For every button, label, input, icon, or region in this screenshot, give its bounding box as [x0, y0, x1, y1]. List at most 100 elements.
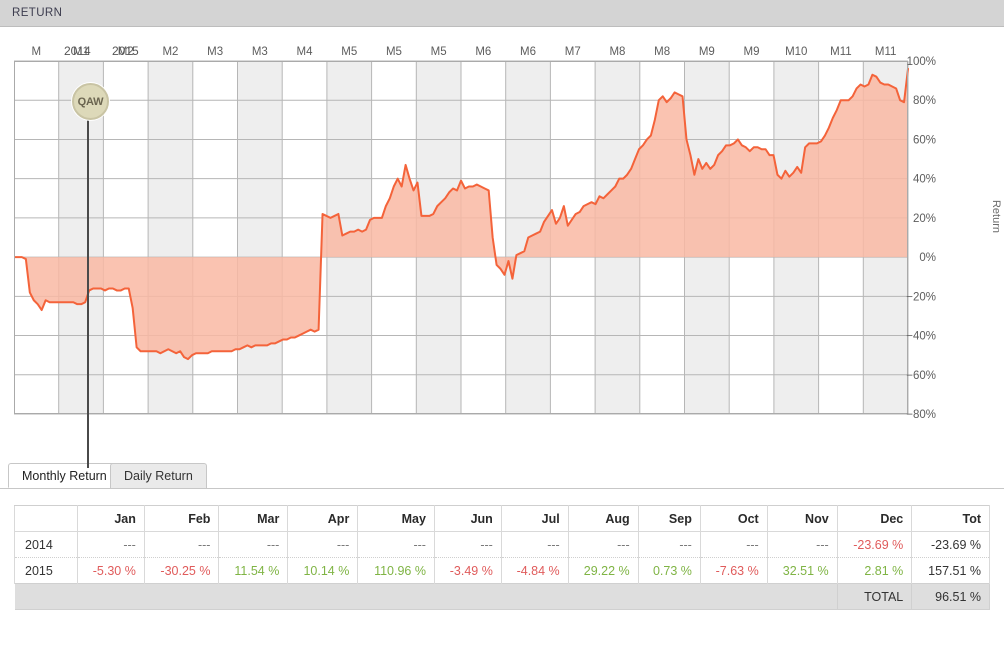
monthly-return-table: Jan Feb Mar Apr May Jun Jul Aug Sep Oct Nov Dec Tot … — [14, 505, 990, 610]
y-tick-label: 60% — [913, 134, 936, 146]
panel-titlebar: RETURN — [0, 0, 1004, 27]
table-column-header[interactable]: Sep — [637, 505, 701, 532]
x-tick-label: M9 — [699, 46, 715, 58]
x-tick-label: M11 — [875, 46, 897, 58]
table-cell-return: -7.63 % — [699, 557, 768, 584]
table-column-header[interactable]: Jan — [77, 505, 145, 532]
table-cell-return: 29.22 % — [567, 557, 639, 584]
table-cell-return: --- — [699, 531, 768, 558]
table-cell-return: --- — [637, 531, 701, 558]
x-tick-label: M2 — [162, 46, 178, 58]
x-tick-label: M6 — [475, 46, 491, 58]
table-footer-spacer — [77, 583, 145, 610]
table-column-header[interactable]: Oct — [699, 505, 768, 532]
table-footer-spacer — [14, 583, 78, 610]
table-cell-return: -23.69 % — [836, 531, 913, 558]
table-cell-return: 11.54 % — [218, 557, 289, 584]
x-tick-label: M5 — [431, 46, 447, 58]
table-footer-spacer — [287, 583, 358, 610]
table-foot: TOTAL 96.51 % — [14, 583, 990, 610]
y-tick-label: 0% — [919, 252, 936, 264]
y-tick-label: −60% — [906, 370, 936, 382]
chart-area-fill — [14, 68, 908, 360]
table-column-header[interactable]: Aug — [567, 505, 639, 532]
table-column-header[interactable]: Nov — [766, 505, 838, 532]
table-cell-return: -5.30 % — [77, 557, 145, 584]
tab-daily-return[interactable]: Daily Return — [110, 463, 207, 488]
chart-frame — [14, 61, 908, 414]
table-column-header[interactable]: Jun — [433, 505, 502, 532]
chart-column-band — [58, 61, 104, 414]
return-area-chart[interactable]: M M1 M2 M2 M3 M3 M4 M5 M5 M5 M6 M6 M7 M8 M8 M9 M9 M10 M11 M… — [14, 41, 963, 444]
y-tick-label: 20% — [913, 213, 936, 225]
x-tick-label: M3 — [207, 46, 223, 58]
table-cell-return: 0.73 % — [637, 557, 701, 584]
table-footer-spacer — [434, 583, 502, 610]
tab-monthly-return[interactable]: Monthly Return — [8, 463, 121, 488]
table-footer-spacer — [700, 583, 768, 610]
table-row-year: 2014 — [14, 531, 78, 558]
x-tick-label: M6 — [520, 46, 536, 58]
table-cell-return: 10.14 % — [287, 557, 359, 584]
table-column-header[interactable]: Tot — [911, 505, 990, 532]
chart-column-band — [237, 61, 283, 414]
table-footer-spacer — [767, 583, 838, 610]
table-corner-header[interactable] — [14, 505, 78, 532]
table-column-header[interactable]: Feb — [143, 505, 220, 532]
event-marker-qaw[interactable]: QAW — [72, 83, 109, 120]
chart-column-band — [282, 61, 327, 414]
table-row[interactable]: 2014 --- --- --- --- --- --- --- --- --- --- --- -23… — [14, 531, 990, 558]
y-tick-label: −20% — [906, 291, 936, 303]
chart-year-label-2014: 2014 — [64, 44, 91, 58]
table-cell-return: -23.69 % — [911, 531, 990, 558]
table-footer-spacer — [218, 583, 288, 610]
table-cell-return: -30.25 % — [143, 557, 220, 584]
table-footer-spacer — [357, 583, 435, 610]
table-cell-return: -4.84 % — [500, 557, 569, 584]
table-row[interactable]: 2015 -5.30 % -30.25 % 11.54 % 10.14 % 110.96 … — [14, 557, 990, 584]
x-tick-label: M5 — [386, 46, 402, 58]
x-tick-label: M9 — [744, 46, 760, 58]
table-cell-return: --- — [218, 531, 289, 558]
x-tick-label: M4 — [297, 46, 314, 58]
table-total-row: TOTAL 96.51 % — [14, 583, 990, 610]
chart-column-band — [103, 61, 149, 414]
x-tick-label: M1 — [73, 46, 89, 58]
x-tick-label: M8 — [654, 46, 670, 58]
chart-column-band — [192, 61, 238, 414]
chart-panel: 2014 2015 QAW M M1 M2 M2 M3 M3 M4 M5 M5 M5 M6 M6 M7 M… — [0, 28, 1004, 468]
table-column-header[interactable]: Jul — [500, 505, 569, 532]
table-column-header[interactable]: Apr — [287, 505, 359, 532]
table-cell-return: --- — [77, 531, 145, 558]
table-footer-spacer — [638, 583, 701, 610]
table-header-row: Jan Feb Mar Apr May Jun Jul Aug Sep Oct Nov Dec Tot — [14, 505, 990, 532]
y-axis-title: Return — [990, 199, 1002, 233]
event-marker-stem — [87, 83, 89, 468]
table-column-header[interactable]: May — [357, 505, 435, 532]
table-footer-spacer — [501, 583, 569, 610]
x-tick-label: M10 — [785, 46, 807, 58]
table-total-value: 96.51 % — [911, 583, 990, 610]
table-total-label: TOTAL — [836, 583, 913, 610]
table-cell-return: 157.51 % — [911, 557, 990, 584]
x-tick-label: M — [32, 46, 42, 58]
table-cell-return: --- — [567, 531, 639, 558]
table-footer-spacer — [568, 583, 639, 610]
y-tick-label: 40% — [913, 174, 936, 186]
returns-tabbar: Monthly Return Daily Return — [0, 460, 1004, 489]
monthly-return-table-wrap: Jan Feb Mar Apr May Jun Jul Aug Sep Oct Nov Dec Tot … — [14, 505, 990, 610]
table-column-header[interactable]: Dec — [836, 505, 913, 532]
table-cell-return: 2.81 % — [836, 557, 913, 584]
chart-column-band — [14, 61, 59, 414]
chart-return-line — [14, 67, 909, 361]
y-tick-label: −40% — [906, 331, 936, 343]
table-cell-return: --- — [287, 531, 359, 558]
table-column-header[interactable]: Mar — [218, 505, 289, 532]
table-cell-return: -3.49 % — [433, 557, 502, 584]
table-cell-return: 32.51 % — [766, 557, 838, 584]
table-cell-return: --- — [766, 531, 838, 558]
y-tick-label: 100% — [907, 56, 936, 68]
x-tick-label: M2 — [118, 46, 134, 58]
y-tick-label: 80% — [913, 95, 936, 107]
x-tick-label: M11 — [830, 46, 852, 58]
